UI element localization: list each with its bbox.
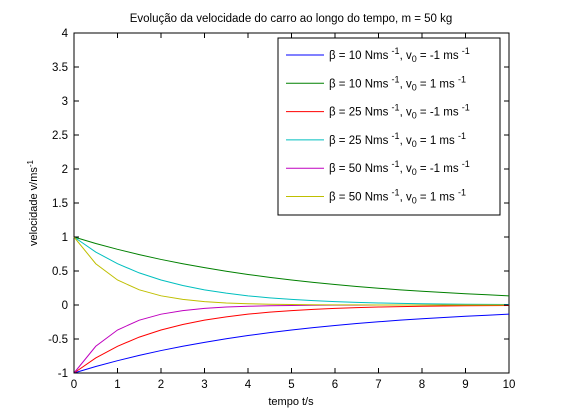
y-tick-label: 3: [62, 96, 68, 108]
y-tick-label: -1: [58, 368, 68, 380]
y-tick-label: 4: [62, 28, 69, 40]
y-tick-label: -0.5: [48, 334, 68, 346]
y-tick-label: 3.5: [52, 62, 68, 74]
y-tick-label: 0: [62, 300, 68, 312]
series-layer: [73, 236, 510, 374]
y-tick-label: 2: [62, 164, 68, 176]
x-tick-label: 6: [332, 379, 338, 391]
legend-label-6: β = 50 Nms -1, v0 = 1 ms -1: [329, 188, 466, 206]
legend: β = 10 Nms -1, v0 = -1 ms -1 β = 10 Nms -…: [277, 37, 501, 216]
x-tick-label: 0: [71, 379, 77, 391]
y-tick-label: 2.5: [52, 130, 68, 142]
tick-layer: 0 1 2 3 4 5 6 7 8 9 10 -1 -0.5 0 0.5 1 1.5 2 2.5 3 3.5 4: [48, 28, 515, 391]
x-tick-label: 5: [288, 379, 294, 391]
x-tick-label: 2: [158, 379, 164, 391]
legend-box: [277, 37, 501, 216]
y-tick-label: 1.5: [52, 198, 68, 210]
y-axis-label-main: velocidade v/ms: [28, 167, 40, 246]
x-tick-label: 9: [462, 379, 468, 391]
x-tick-label: 7: [375, 379, 381, 391]
series-line-6: [73, 236, 510, 306]
y-tick-label: 0.5: [52, 266, 68, 278]
x-tick-label: 3: [201, 379, 207, 391]
series-line-1: [73, 313, 510, 374]
x-tick-label: 1: [114, 379, 120, 391]
legend-label-3: β = 25 Nms -1, v0 = -1 ms -1: [329, 103, 470, 121]
legend-label-2: β = 10 Nms -1, v0 = 1 ms -1: [329, 74, 466, 92]
y-tick-label: 1: [62, 232, 68, 244]
legend-label-5: β = 50 Nms -1, v0 = -1 ms -1: [329, 159, 470, 177]
series-line-4: [73, 236, 510, 306]
x-tick-label: 8: [419, 379, 425, 391]
x-tick-label: 4: [245, 379, 252, 391]
y-axis-label: velocidade v/ms-1: [26, 159, 41, 246]
x-tick-label: 10: [503, 379, 516, 391]
series-line-2: [73, 236, 510, 297]
legend-label-4: β = 25 Nms -1, v0 = 1 ms -1: [329, 131, 466, 149]
series-line-3: [73, 304, 510, 374]
chart-title: Evolução da velocidade do carro ao longo…: [130, 13, 453, 25]
legend-label-1: β = 10 Nms -1, v0 = -1 ms -1: [329, 46, 470, 64]
x-axis-label: tempo t/s: [268, 396, 314, 408]
y-axis-label-sup: -1: [26, 159, 35, 167]
